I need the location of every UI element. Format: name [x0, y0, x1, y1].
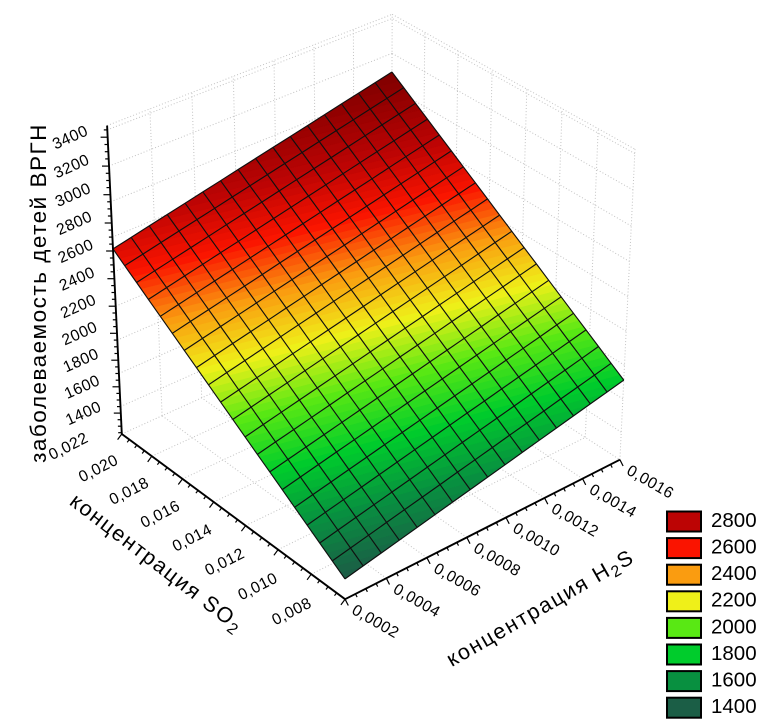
svg-text:1400: 1400	[711, 695, 757, 718]
svg-text:2800: 2800	[711, 509, 757, 532]
svg-text:2000: 2000	[711, 615, 757, 638]
svg-text:2200: 2200	[711, 589, 757, 612]
svg-text:2600: 2600	[711, 536, 757, 559]
svg-text:2400: 2400	[711, 562, 757, 585]
svg-text:1600: 1600	[711, 669, 757, 692]
svg-text:1800: 1800	[711, 642, 757, 665]
svg-text:заболеваемость детей ВРГН: заболеваемость детей ВРГН	[26, 123, 51, 463]
